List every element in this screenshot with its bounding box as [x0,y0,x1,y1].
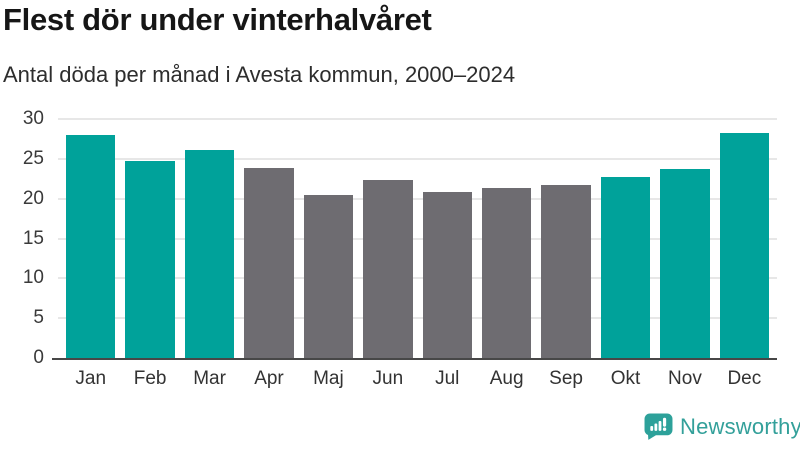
x-tick-label-sep: Sep [549,368,583,389]
bar-maj [303,194,354,358]
x-tick-label-okt: Okt [610,368,641,389]
x-tick-label-jan: Jan [75,368,107,389]
bar-jun [363,179,413,358]
gridline-15 [58,237,777,240]
bar-series [58,119,777,358]
gridline-30 [58,118,777,120]
gridline-10 [58,277,777,280]
x-axis-line [52,358,777,360]
newsworthy-logo: Newsworthy [644,413,800,440]
bar-okt [600,177,651,358]
x-tick-label-maj: Maj [313,368,344,389]
x-axis-labels: Jan Feb Mar Apr Maj Jun Jul Aug Sep Okt Nov Dec [58,368,777,390]
newsworthy-wordmark: Newsworthy [680,413,800,439]
y-tick-label-15: 15 [22,227,44,249]
x-tick-label-feb: Feb [133,368,167,389]
bar-feb [125,161,175,358]
newsworthy-chart-bubble-icon [644,413,673,440]
bar-dec [719,132,770,358]
bar-nov [660,169,710,358]
y-tick-label-25: 25 [22,147,44,169]
x-tick-label-apr: Apr [254,368,284,389]
x-tick-label-jul: Jul [435,368,460,389]
bar-mar [184,150,235,358]
y-tick-label-20: 20 [22,187,44,209]
bar-jan [66,134,116,358]
chart-title: Flest dör under vinterhalvåret [3,2,432,37]
y-tick-label-30: 30 [22,108,44,129]
x-tick-label-nov: Nov [668,368,702,389]
gridline-20 [58,197,777,200]
chart-subtitle: Antal döda per månad i Avesta kommun, 20… [3,62,516,87]
bar-sep [541,185,591,358]
y-axis: 0 5 10 15 20 25 30 [0,108,44,368]
y-tick-label-10: 10 [22,267,44,289]
bar-jul [422,192,472,358]
x-tick-label-jun: Jun [372,368,404,389]
x-tick-label-aug: Aug [489,368,524,389]
gridline-5 [58,317,777,320]
y-tick-label-0: 0 [33,347,44,368]
y-tick-label-5: 5 [33,307,44,329]
x-tick-label-mar: Mar [193,368,226,389]
bar-apr [244,168,294,358]
gridline-25 [58,157,777,160]
x-tick-label-dec: Dec [727,368,762,389]
bar-chart: 0 5 10 15 20 25 30 Jan Feb Mar Apr Maj Jun Jul Aug Sep… [0,108,800,398]
bar-aug [481,187,532,358]
plot-area [52,118,777,360]
